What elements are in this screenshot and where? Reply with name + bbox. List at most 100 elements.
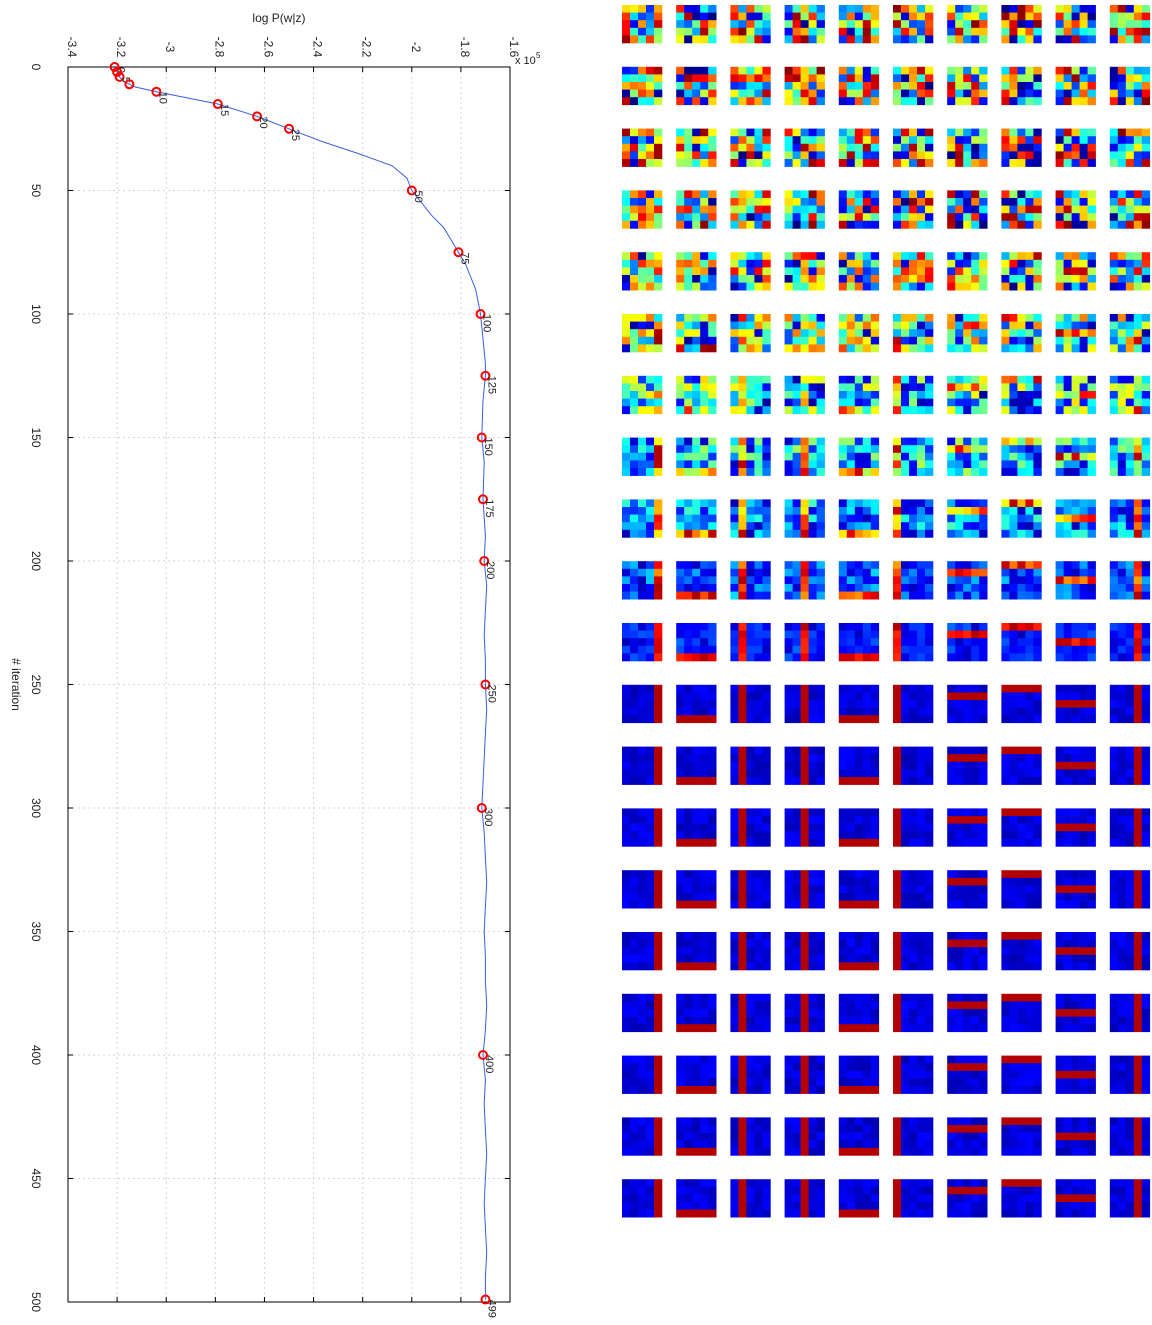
- topic-tile: [893, 190, 934, 229]
- marker-label: 50: [412, 191, 424, 203]
- topic-tile: [1109, 932, 1151, 971]
- marker-point: [477, 1050, 488, 1060]
- topic-tile: [622, 252, 663, 291]
- topic-tile: [622, 932, 663, 971]
- topic-tile: [1109, 1055, 1151, 1094]
- topic-tile: [784, 561, 825, 600]
- topic-tile: [1055, 252, 1096, 291]
- marker-point: [252, 111, 263, 122]
- topic-tile: [784, 1117, 825, 1156]
- topic-tile: [838, 808, 880, 847]
- topic-tile: [947, 623, 988, 662]
- topic-tile: [676, 1179, 717, 1218]
- topic-tile: [622, 561, 663, 600]
- topic-tile: [1109, 808, 1151, 847]
- topic-tile: [1109, 252, 1151, 291]
- topic-tile: [784, 1055, 825, 1094]
- topic-tile: [784, 1179, 825, 1218]
- topic-tile: [784, 128, 825, 167]
- marker-point: [480, 370, 491, 381]
- topic-tile: [1001, 499, 1042, 538]
- topic-tile: [730, 1117, 771, 1156]
- topic-tile: [838, 746, 880, 785]
- marker-point: [479, 556, 490, 566]
- topic-tile: [622, 437, 663, 476]
- topic-tile: [730, 561, 771, 600]
- topic-tile: [1001, 66, 1042, 106]
- marker-label: 499: [485, 1300, 497, 1318]
- topic-tile: [838, 314, 880, 353]
- topic-tile: [893, 932, 934, 971]
- topic-tile: [1001, 1117, 1042, 1156]
- topic-tile: [1055, 808, 1096, 847]
- topic-tile: [730, 66, 771, 106]
- topic-tile: [1001, 437, 1042, 476]
- marker-point: [151, 86, 162, 97]
- topic-tile: [838, 932, 880, 971]
- topic-tile: [730, 314, 771, 353]
- topic-tile: [1001, 684, 1042, 724]
- topic-tile: [1055, 993, 1096, 1033]
- x-axis-label: # iteration: [9, 658, 23, 711]
- marker-point: [480, 679, 491, 690]
- topic-tile: [947, 190, 988, 229]
- marker-point: [212, 99, 223, 110]
- marker-label: 125: [485, 376, 497, 394]
- topic-tile: [730, 746, 771, 785]
- topic-tile: [947, 252, 988, 291]
- topic-tile: [838, 499, 880, 538]
- topic-tile: [676, 314, 717, 353]
- y-tick-label: -1.8: [458, 37, 472, 58]
- topic-tile: [1055, 746, 1096, 785]
- topic-tile: [947, 1117, 988, 1156]
- topic-tile: [893, 684, 934, 724]
- topic-tile: [838, 1055, 880, 1094]
- topic-tile: [676, 561, 717, 600]
- topic-tile: [1001, 623, 1042, 662]
- topic-tile: [893, 5, 934, 44]
- topic-tile: [622, 314, 663, 353]
- marker-label: 25: [289, 129, 301, 141]
- marker-point: [475, 309, 486, 319]
- exponent-label: x 10: [515, 55, 536, 67]
- topic-tile: [730, 5, 771, 44]
- topic-tile: [730, 1055, 771, 1094]
- marker-label: 150: [482, 438, 494, 456]
- topic-tile: [947, 561, 988, 600]
- topic-tile: [1055, 128, 1096, 167]
- topic-tile: [676, 375, 717, 415]
- topic-tile: [730, 932, 771, 971]
- topic-tile: [622, 808, 663, 847]
- topic-tile: [893, 314, 934, 353]
- topic-tile: [1055, 66, 1096, 106]
- topic-tile: [784, 437, 825, 476]
- exponent-power: 5: [536, 51, 541, 60]
- marker-point: [453, 247, 464, 258]
- topic-tile: [947, 808, 988, 847]
- topic-tile: [676, 1117, 717, 1156]
- x-tick-label: 500: [29, 1292, 43, 1312]
- topic-tile: [947, 1179, 988, 1218]
- x-tick-label: 100: [29, 304, 43, 324]
- topic-tile: [784, 684, 825, 724]
- topic-tile: [893, 870, 934, 909]
- topic-tile: [1109, 375, 1151, 415]
- x-tick-label: 150: [29, 427, 43, 447]
- topic-tile: [1055, 870, 1096, 909]
- topic-tile: [1055, 623, 1096, 662]
- topic-tile: [622, 1117, 663, 1156]
- topic-tile: [947, 684, 988, 724]
- x-tick-label: 450: [29, 1168, 43, 1188]
- topic-tile: [1001, 808, 1042, 847]
- topic-tile: [838, 993, 880, 1033]
- topic-tile: [893, 1179, 934, 1218]
- marker-label: 5: [120, 77, 132, 83]
- topic-tile: [784, 623, 825, 662]
- topic-tile: [1055, 932, 1096, 971]
- topic-tile: [730, 993, 771, 1033]
- topic-tile: [784, 932, 825, 971]
- topic-tile: [838, 190, 880, 229]
- topic-tile: [622, 870, 663, 909]
- topic-tile: [1001, 993, 1042, 1033]
- topic-tile: [893, 437, 934, 476]
